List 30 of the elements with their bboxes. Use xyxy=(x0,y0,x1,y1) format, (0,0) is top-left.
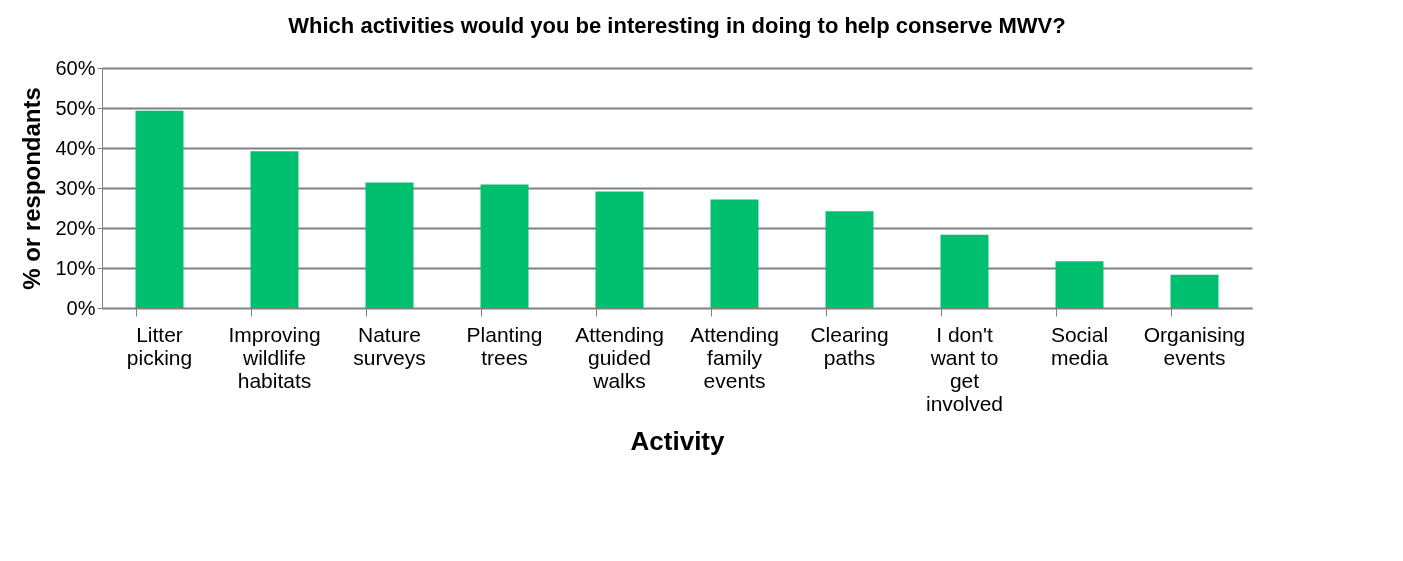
y-tick-label: 40% xyxy=(55,136,96,159)
chart-title: Which activities would you be interesting in doing to help conserve MWV? xyxy=(288,13,1066,38)
y-tick-label: 50% xyxy=(55,96,96,119)
y-axis-title: % or respondants xyxy=(18,87,46,290)
x-tick-label: Attending family events xyxy=(690,322,779,392)
x-tick-label: Improving wildlife habitats xyxy=(228,322,321,392)
x-tick-label: Social media xyxy=(1050,322,1109,369)
y-tick-label: 60% xyxy=(55,56,96,79)
x-tick-label: Nature surveys xyxy=(353,322,426,369)
bar xyxy=(940,234,989,308)
bar xyxy=(250,151,299,308)
bar xyxy=(1055,261,1104,308)
bar xyxy=(595,191,644,308)
bar xyxy=(365,182,414,308)
bar xyxy=(825,211,874,308)
bar xyxy=(135,110,184,308)
y-tick-label: 0% xyxy=(66,296,96,319)
bar xyxy=(1170,274,1219,308)
x-tick-label: I don't want to get involved xyxy=(925,322,1004,415)
x-tick-label: Planting trees xyxy=(466,322,543,369)
x-tick-label: Attending guided walks xyxy=(575,322,664,392)
bar xyxy=(480,184,529,308)
x-tick-label: Clearing paths xyxy=(810,322,889,369)
x-tick-label: Organising events xyxy=(1143,322,1246,369)
y-tick-label: 10% xyxy=(55,256,96,279)
x-axis-title: Activity xyxy=(630,425,725,456)
y-tick-label: 30% xyxy=(55,176,96,199)
bar xyxy=(710,199,759,308)
y-tick-label: 20% xyxy=(55,216,96,239)
x-tick-label: Litter picking xyxy=(126,322,193,369)
